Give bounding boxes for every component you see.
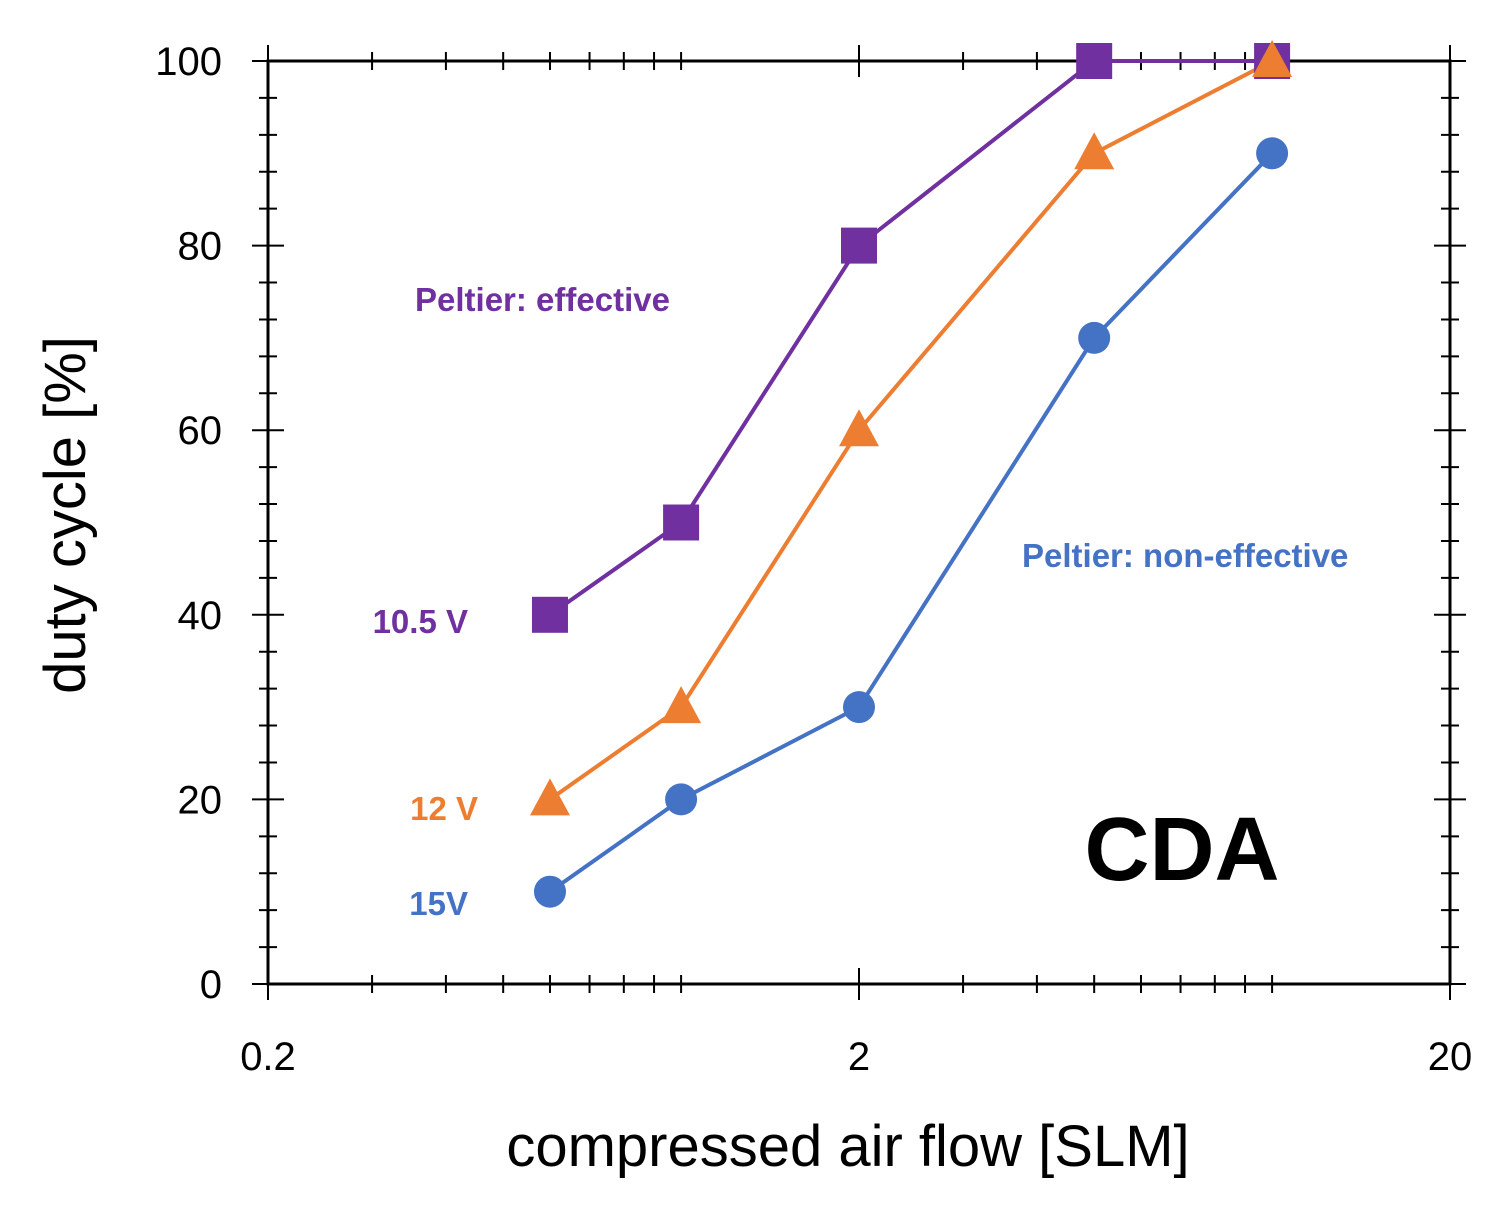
- data-point-square: [1076, 43, 1113, 79]
- data-point-triangle: [1252, 40, 1293, 77]
- cda-annotation: CDA: [1085, 800, 1280, 900]
- x-tick-label: 20: [1428, 1035, 1473, 1079]
- y-tick-label: 80: [178, 225, 223, 269]
- data-point-triangle: [1074, 132, 1115, 170]
- axis-tick-labels: 0 20 40 60 80 100 0.2 2 20: [155, 40, 1472, 1079]
- data-series: [529, 40, 1293, 908]
- data-point-triangle: [661, 686, 702, 724]
- data-point-triangle: [839, 409, 879, 447]
- x-tick-label: 2: [848, 1035, 870, 1079]
- data-point-circle: [1078, 321, 1111, 354]
- data-point-square: [531, 596, 568, 633]
- plot-frame: [266, 59, 1452, 986]
- series-line: [548, 151, 1274, 894]
- region-label-non-effective: Peltier: non-effective: [1022, 537, 1348, 574]
- data-point-circle: [665, 783, 698, 816]
- data-point-square: [663, 504, 700, 541]
- series-line: [548, 59, 1273, 617]
- series-label-10-5v: 10.5 V: [373, 603, 468, 640]
- data-point-square: [841, 227, 877, 264]
- y-tick-label: 20: [178, 778, 223, 822]
- x-tick-label: 0.2: [240, 1035, 296, 1079]
- y-tick-label: 0: [200, 963, 222, 1007]
- x-axis-title: compressed air flow [SLM]: [506, 1114, 1189, 1179]
- y-tick-label: 100: [155, 40, 222, 84]
- data-point-circle: [843, 691, 875, 724]
- y-axis-title: duty cycle [%]: [33, 336, 98, 694]
- region-label-effective: Peltier: effective: [415, 281, 670, 318]
- data-point-circle: [1256, 137, 1289, 170]
- data-point-circle: [533, 875, 566, 908]
- data-point-triangle: [529, 778, 570, 816]
- y-tick-label: 40: [178, 594, 223, 638]
- y-tick-label: 60: [178, 409, 223, 453]
- axis-ticks: [252, 45, 1466, 1000]
- series-line: [548, 59, 1274, 802]
- series-label-15v: 15V: [409, 885, 468, 922]
- series-label-12v: 12 V: [410, 790, 478, 827]
